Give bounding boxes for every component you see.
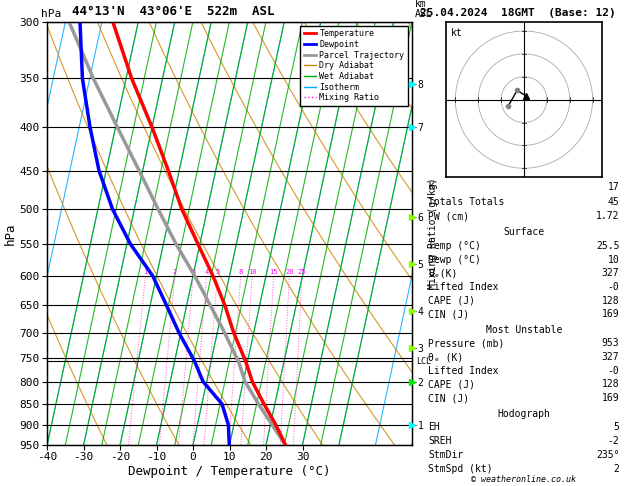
Text: 8: 8 [238,269,243,275]
Text: 25.04.2024  18GMT  (Base: 12): 25.04.2024 18GMT (Base: 12) [420,8,616,18]
Text: Lifted Index: Lifted Index [428,366,499,376]
Text: LCL: LCL [416,357,431,366]
X-axis label: Dewpoint / Temperature (°C): Dewpoint / Temperature (°C) [128,465,331,478]
Text: CIN (J): CIN (J) [428,309,470,319]
Text: 17: 17 [608,182,620,192]
Text: 10: 10 [608,255,620,265]
Text: Hodograph: Hodograph [498,409,550,419]
Text: 20: 20 [285,269,294,275]
Legend: Temperature, Dewpoint, Parcel Trajectory, Dry Adiabat, Wet Adiabat, Isotherm, Mi: Temperature, Dewpoint, Parcel Trajectory… [300,26,408,105]
Text: 327: 327 [602,268,620,278]
Text: 1.72: 1.72 [596,211,620,222]
Text: CAPE (J): CAPE (J) [428,295,476,306]
Text: 2: 2 [173,269,177,275]
Text: © weatheronline.co.uk: © weatheronline.co.uk [472,474,576,484]
Text: 327: 327 [602,352,620,362]
Text: EH: EH [428,422,440,433]
Text: 169: 169 [602,309,620,319]
Text: θₑ (K): θₑ (K) [428,352,464,362]
Text: 3: 3 [191,269,195,275]
Text: PW (cm): PW (cm) [428,211,470,222]
Text: StmDir: StmDir [428,450,464,460]
Text: -2: -2 [608,436,620,446]
Text: 128: 128 [602,380,620,389]
Text: 235°: 235° [596,450,620,460]
Y-axis label: Mixing Ratio (g/kg): Mixing Ratio (g/kg) [428,177,438,289]
Text: 1: 1 [143,269,147,275]
Text: -0: -0 [608,366,620,376]
Text: 4: 4 [204,269,209,275]
Text: 25.5: 25.5 [596,241,620,251]
Text: 953: 953 [602,338,620,348]
Text: 169: 169 [602,393,620,403]
Text: CAPE (J): CAPE (J) [428,380,476,389]
Text: Totals Totals: Totals Totals [428,197,505,207]
Text: Temp (°C): Temp (°C) [428,241,481,251]
Text: SREH: SREH [428,436,452,446]
Text: hPa: hPa [41,9,61,19]
Y-axis label: hPa: hPa [4,222,16,244]
Text: kt: kt [451,28,462,38]
Text: 44°13'N  43°06'E  522m  ASL: 44°13'N 43°06'E 522m ASL [72,5,275,18]
Text: Most Unstable: Most Unstable [486,325,562,335]
Text: K: K [428,182,435,192]
Text: 5: 5 [215,269,220,275]
Text: 10: 10 [248,269,257,275]
Text: 15: 15 [269,269,278,275]
Text: Dewp (°C): Dewp (°C) [428,255,481,265]
Text: Pressure (mb): Pressure (mb) [428,338,505,348]
Text: 45: 45 [608,197,620,207]
Text: 2: 2 [613,464,620,473]
Text: 5: 5 [613,422,620,433]
Text: 25: 25 [298,269,306,275]
Text: StmSpd (kt): StmSpd (kt) [428,464,493,473]
Text: Surface: Surface [503,227,545,238]
Text: 128: 128 [602,295,620,306]
Text: km
ASL: km ASL [415,0,433,19]
Text: Lifted Index: Lifted Index [428,282,499,292]
Text: CIN (J): CIN (J) [428,393,470,403]
Text: θₑ(K): θₑ(K) [428,268,458,278]
Text: -0: -0 [608,282,620,292]
